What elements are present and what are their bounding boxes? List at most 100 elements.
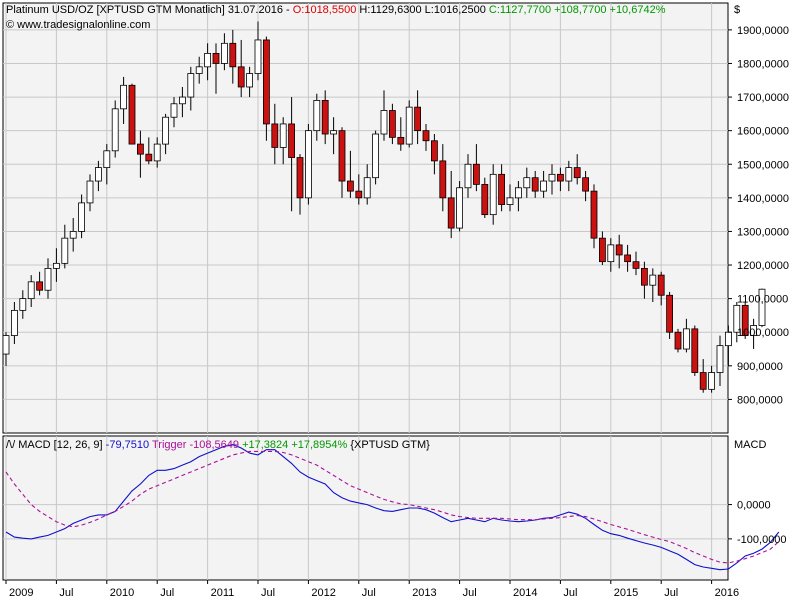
candle <box>355 174 363 205</box>
candle <box>237 39 245 98</box>
candle <box>515 181 522 212</box>
trigger-label: Trigger <box>151 439 187 451</box>
y-tick-label: 1500,0000 <box>737 159 789 171</box>
candle-body <box>338 130 346 182</box>
candle-body <box>641 267 648 286</box>
y-tick-label: 900,0000 <box>737 361 783 373</box>
candle-body <box>741 304 749 336</box>
copyright-icon: © <box>6 19 15 31</box>
candle-body <box>355 190 363 199</box>
x-tick-label: 2015 <box>614 587 638 599</box>
hist-value: +17,3824 <box>242 439 289 451</box>
x-tick-label: 2012 <box>311 587 335 599</box>
y-tick-label: 1700,0000 <box>737 92 789 104</box>
candle <box>296 154 304 215</box>
candle-body <box>271 123 279 148</box>
candle-body <box>78 202 85 232</box>
candle-body <box>464 163 472 189</box>
candle <box>36 271 43 296</box>
candle-body <box>582 177 589 192</box>
candle <box>69 218 77 252</box>
candle-body <box>111 108 119 152</box>
candle <box>254 21 262 81</box>
candle <box>103 144 111 185</box>
candle-body <box>372 133 380 179</box>
candle-body <box>288 123 296 158</box>
trigger-line <box>5 450 780 564</box>
candle-body <box>439 160 447 199</box>
candle <box>187 66 195 111</box>
y-tick-label: 1000,0000 <box>737 327 789 339</box>
candle-body <box>279 123 287 148</box>
candle <box>304 123 312 205</box>
candle <box>262 36 270 141</box>
candle-body <box>565 167 573 182</box>
candle <box>271 103 279 165</box>
candle <box>414 90 422 145</box>
candle <box>220 33 228 71</box>
candle-body <box>456 187 464 229</box>
candle <box>641 261 648 299</box>
candle <box>472 144 480 192</box>
candle-body <box>187 73 195 98</box>
candle-body <box>573 167 581 179</box>
candle <box>464 154 472 198</box>
y-tick-label: 1800,0000 <box>737 58 789 70</box>
macd-header: /\/ MACD [12, 26, 9] -79,7510 Trigger -1… <box>6 439 430 451</box>
candle <box>624 244 631 272</box>
candle-body <box>95 167 102 182</box>
price-panel <box>2 2 729 434</box>
candle-body <box>262 39 270 125</box>
candle <box>246 66 254 98</box>
candle-body <box>2 335 10 355</box>
candle-body <box>624 254 631 263</box>
candle <box>750 318 757 350</box>
candle <box>548 164 556 195</box>
candle-body <box>750 325 757 336</box>
candle-body <box>103 150 111 169</box>
candle-body <box>195 66 203 74</box>
header-low: L:1016,2500 <box>424 4 486 16</box>
y-tick-label: 800,0000 <box>737 394 783 406</box>
candle <box>212 43 220 94</box>
x-tick-label: 2014 <box>513 587 537 599</box>
candle-body <box>430 140 438 162</box>
candle <box>346 150 354 198</box>
candle-body <box>472 163 480 185</box>
y-tick-label: 1200,0000 <box>737 260 789 272</box>
candle <box>170 97 178 128</box>
candle <box>506 184 514 212</box>
candle-body <box>515 187 522 199</box>
candle <box>2 332 10 366</box>
x-axis: 2009 Jul 2010 Jul 2011 Jul 2012 Jul 2013 Jul 2014 J… <box>5 580 739 599</box>
candle <box>565 160 573 192</box>
candle <box>53 248 60 282</box>
candle-body <box>304 130 312 199</box>
candle-body <box>683 328 690 350</box>
candle <box>204 43 212 81</box>
candle-body <box>557 173 564 182</box>
candle-body <box>649 274 657 286</box>
candle-body <box>10 309 18 336</box>
candle-body <box>599 237 606 263</box>
candle-body <box>86 180 94 204</box>
x-tick-label: Jul <box>463 587 477 599</box>
candle-body <box>666 294 673 333</box>
candle <box>120 76 127 124</box>
candle-body <box>615 244 623 256</box>
candle <box>178 86 186 118</box>
price-header: Platinum USD/OZ [XPTUSD GTM Monatlich] 3… <box>6 4 665 16</box>
candle <box>86 174 94 212</box>
candle-body <box>422 130 430 142</box>
candle <box>599 231 606 266</box>
candle <box>657 271 665 306</box>
trigger-value: -108,5649 <box>189 439 240 451</box>
candle-body <box>237 66 245 88</box>
x-tick-label: Jul <box>362 587 376 599</box>
grid <box>3 3 728 580</box>
candle <box>44 258 52 299</box>
candle <box>741 301 749 339</box>
candle-body <box>498 173 506 205</box>
candle <box>498 164 506 212</box>
candle-body <box>397 136 405 145</box>
